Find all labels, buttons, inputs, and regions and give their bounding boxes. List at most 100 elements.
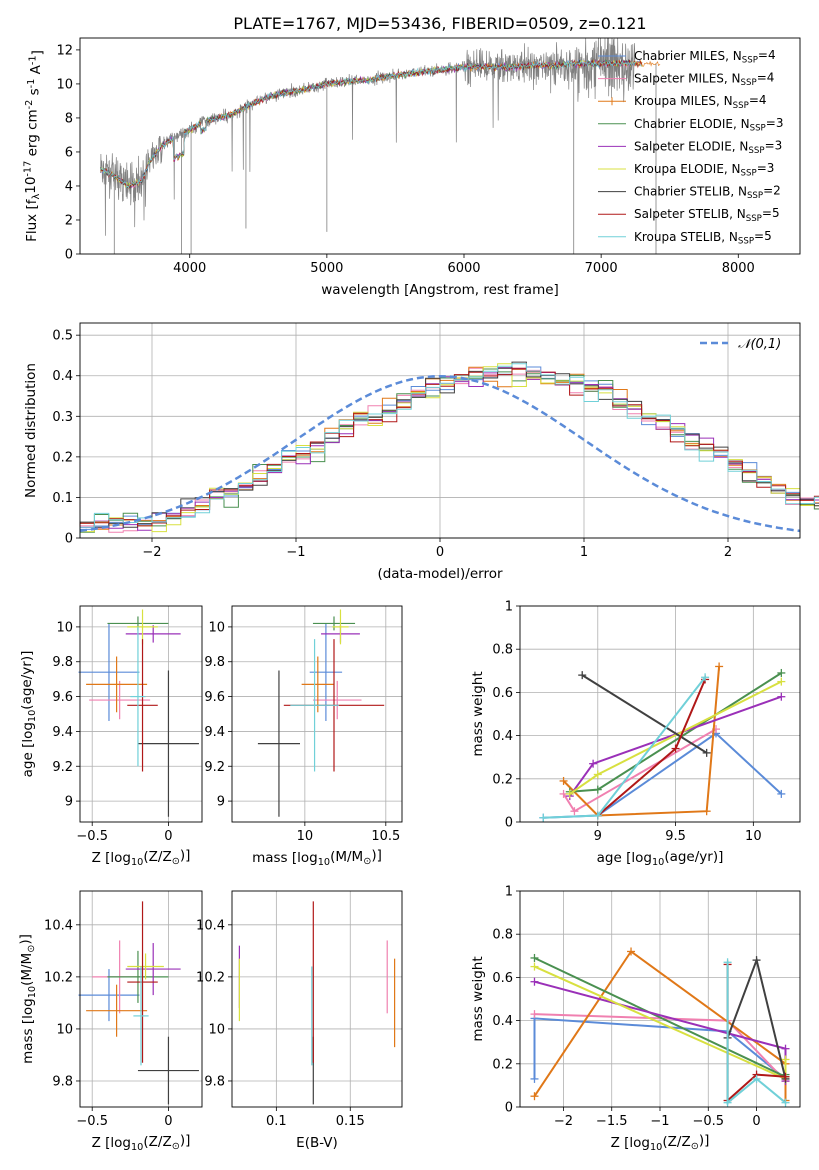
x-tick-label: 1 bbox=[580, 545, 588, 560]
x-tick-label: −1.5 bbox=[596, 1114, 628, 1129]
errorbar-point bbox=[301, 656, 334, 713]
errorbar-point bbox=[312, 680, 362, 720]
plot-area-age_vs_mass bbox=[257, 609, 385, 817]
axes-frame bbox=[231, 605, 403, 823]
y-tick-label: 12 bbox=[56, 43, 73, 58]
plot-area-mass_vs_Z bbox=[78, 901, 199, 1105]
panel-age_vs_mass: 10 10.5 9 9.2 9.4 9.6 9.8 10 mass [log10​(M/M⊙​)… bbox=[204, 605, 403, 868]
y-tick-label: 10 bbox=[56, 1022, 73, 1037]
panel-age_vs_Z: −0.5 0 9 9.2 9.4 9.6 9.8 10 Z [log10​(Z/Z⊙​)] age… bbox=[19, 605, 203, 868]
legend-label: Salpeter MILES, NSSP​=4 bbox=[634, 71, 774, 89]
y-axis-label: Normed distribution bbox=[23, 363, 39, 498]
x-tick-label: 0 bbox=[436, 545, 444, 560]
figure-title: PLATE=1767, MJD=53436, FIBERID=0509, z=0… bbox=[233, 14, 646, 33]
normal-curve bbox=[79, 374, 801, 533]
plus-marker bbox=[593, 811, 602, 820]
y-tick-label: 10 bbox=[56, 620, 73, 635]
errorbar-point bbox=[78, 623, 140, 721]
plus-marker bbox=[559, 776, 568, 785]
plus-marker bbox=[781, 1044, 790, 1053]
x-tick-label: 0 bbox=[164, 829, 172, 844]
legend-label: Salpeter ELODIE, NSSP​=3 bbox=[634, 138, 782, 156]
y-tick-label: 0 bbox=[505, 1101, 513, 1116]
plus-marker bbox=[777, 677, 786, 686]
plus-marker bbox=[627, 947, 636, 956]
y-tick-label: 0.6 bbox=[492, 971, 513, 986]
plus-marker bbox=[781, 1055, 790, 1064]
y-tick-label: 0.2 bbox=[492, 772, 513, 787]
y-tick-label: 9.8 bbox=[204, 655, 225, 670]
x-tick-label: 10 bbox=[745, 829, 762, 844]
x-axis-label: wavelength [Angstrom, rest frame] bbox=[321, 282, 559, 298]
x-tick-label: 0.15 bbox=[336, 1114, 365, 1129]
y-tick-label: 0.6 bbox=[492, 686, 513, 701]
plus-marker bbox=[671, 744, 680, 753]
y-tick-label: 9.6 bbox=[204, 690, 225, 705]
panel-residuals: −2 −1 0 1 2 0 0.1 0.2 0.3 0.4 0.5 (data-model)/erro… bbox=[23, 322, 819, 582]
plus-marker bbox=[701, 673, 710, 682]
y-tick-label: 6 bbox=[65, 145, 73, 160]
x-tick-label: 10 bbox=[297, 829, 314, 844]
y-tick-label: 9.6 bbox=[52, 690, 73, 705]
plus-marker bbox=[530, 953, 539, 962]
y-axis-label: mass weight bbox=[470, 671, 486, 756]
errorbar-point bbox=[125, 943, 181, 996]
y-tick-label: 10 bbox=[208, 1022, 225, 1037]
plot-area-mass_vs_ebv bbox=[238, 901, 396, 1105]
plus-marker bbox=[715, 662, 724, 671]
plus-marker bbox=[702, 748, 711, 757]
y-tick-label: 9.4 bbox=[204, 725, 225, 740]
x-tick-label: 0 bbox=[752, 1114, 760, 1129]
x-axis-label: age [log10​(age/yr)] bbox=[597, 849, 724, 868]
plus-marker bbox=[530, 977, 539, 986]
x-axis-label: Z [log10​(Z/Z⊙​)] bbox=[611, 1133, 710, 1153]
plus-marker bbox=[777, 789, 786, 798]
y-tick-label: 0.8 bbox=[492, 643, 513, 658]
plus-marker bbox=[530, 1074, 539, 1083]
x-tick-label: 9 bbox=[594, 829, 602, 844]
y-axis-label: Flux [fλ​10-17​ erg cm-2​ s-1​ A-1​] bbox=[22, 50, 45, 242]
y-tick-label: 0.4 bbox=[492, 729, 513, 744]
legend-label: Kroupa STELIB, NSSP​=5 bbox=[634, 229, 772, 247]
y-tick-label: 10.4 bbox=[44, 918, 73, 933]
errorbar-point bbox=[257, 670, 300, 817]
plus-marker bbox=[777, 668, 786, 677]
plus-marker bbox=[781, 1098, 790, 1107]
model-spectrum bbox=[100, 59, 636, 189]
plus-marker bbox=[702, 807, 711, 816]
legend-label: Kroupa MILES, NSSP​=4 bbox=[634, 93, 767, 111]
mass-weight-line bbox=[726, 962, 787, 1105]
plus-marker bbox=[777, 692, 786, 701]
x-tick-label: −0.5 bbox=[692, 1114, 724, 1129]
legend-label: Chabrier ELODIE, NSSP​=3 bbox=[634, 116, 783, 134]
y-tick-label: 1 bbox=[505, 885, 513, 900]
y-tick-label: 10.4 bbox=[196, 918, 225, 933]
x-tick-label: −1 bbox=[650, 1114, 669, 1129]
errorbar-point bbox=[290, 639, 339, 772]
plus-marker bbox=[781, 1072, 790, 1081]
plot-area-mass_weight_vs_Z bbox=[530, 947, 790, 1107]
plus-marker bbox=[570, 807, 579, 816]
legend-label: Chabrier MILES, NSSP​=4 bbox=[634, 48, 776, 66]
mass-weight-line bbox=[562, 728, 717, 813]
y-tick-label: 9.8 bbox=[204, 1074, 225, 1089]
errorbar-point bbox=[107, 950, 169, 1003]
x-tick-label: 4000 bbox=[173, 261, 206, 276]
legend-label: Chabrier STELIB, NSSP​=2 bbox=[634, 184, 781, 202]
x-axis-label: E(B-V) bbox=[296, 1135, 338, 1151]
x-tick-label: 9.5 bbox=[665, 829, 686, 844]
y-tick-label: 0.5 bbox=[52, 329, 73, 344]
plus-marker bbox=[565, 789, 574, 798]
plot-area-age_vs_Z bbox=[78, 609, 199, 817]
x-tick-label: −1 bbox=[286, 545, 305, 560]
mass-weight-line bbox=[581, 674, 708, 754]
y-tick-label: 0 bbox=[505, 816, 513, 831]
plus-marker bbox=[752, 1074, 761, 1083]
errorbar-point bbox=[312, 616, 356, 631]
errorbar-point bbox=[130, 626, 146, 767]
plus-marker bbox=[723, 958, 732, 967]
plus-marker bbox=[530, 1092, 539, 1101]
errorbar-point bbox=[137, 670, 199, 817]
panel-mass_weight_vs_age: 9 9.5 10 0 0.2 0.4 0.6 0.8 1 age [log10​(age/yr)]… bbox=[470, 600, 801, 868]
y-tick-label: 0.8 bbox=[492, 928, 513, 943]
